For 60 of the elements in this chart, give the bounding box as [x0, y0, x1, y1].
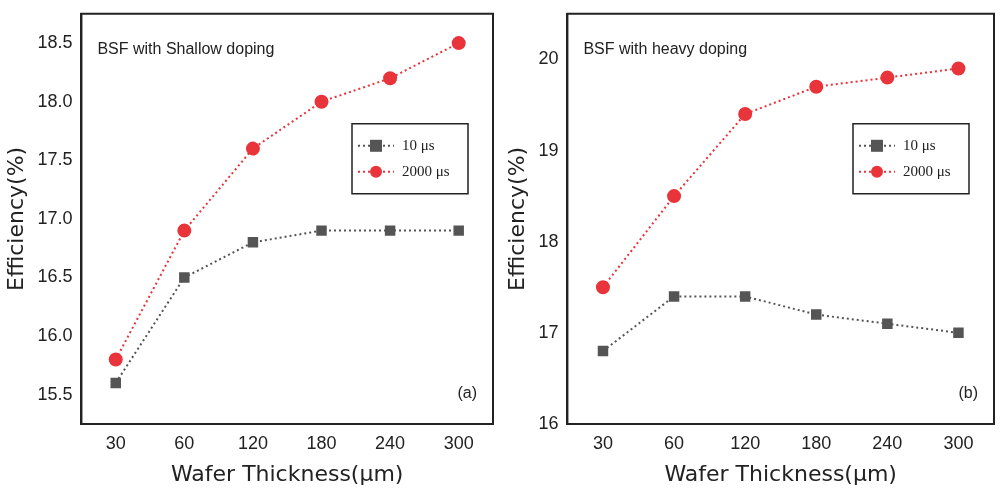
y-axis-title: Efficiency(%) — [503, 146, 529, 291]
y-tick-label: 16.0 — [37, 325, 73, 346]
point — [953, 327, 964, 339]
x-tick-label: 300 — [943, 432, 974, 453]
x-tick-label: 240 — [872, 432, 903, 453]
legend-label: 2000 μs — [903, 162, 951, 179]
x-tick-label: 240 — [375, 432, 406, 453]
y-tick-label: 19 — [538, 139, 559, 160]
y-tick-label: 16 — [538, 412, 559, 433]
x-tick-label: 120 — [237, 432, 268, 453]
point — [177, 223, 192, 238]
point — [451, 36, 466, 51]
point — [811, 309, 822, 320]
point — [668, 291, 680, 302]
point — [667, 189, 682, 204]
annotation: BSF with Shallow doping — [97, 40, 275, 58]
x-tick-label: 180 — [306, 432, 337, 453]
point — [247, 237, 259, 248]
point — [951, 61, 966, 76]
point — [453, 225, 464, 236]
point — [384, 225, 396, 236]
point — [809, 79, 824, 94]
y-tick-label: 17.0 — [37, 207, 73, 228]
point — [882, 318, 893, 329]
legend-label: 2000 μs — [402, 162, 450, 179]
point — [880, 70, 895, 85]
y-axis-title: Efficiency(%) — [2, 146, 28, 291]
x-tick-label: 300 — [443, 432, 474, 453]
point — [108, 352, 123, 367]
y-tick-label: 18.5 — [37, 32, 73, 53]
point — [316, 225, 327, 236]
y-tick-label: 17 — [538, 321, 559, 342]
x-tick-label: 30 — [592, 432, 613, 453]
point — [739, 291, 751, 302]
y-tick-label: 18 — [538, 230, 559, 251]
y-tick-label: 18.0 — [37, 90, 73, 111]
x-axis-title: Wafer Thickness(μm) — [664, 460, 897, 486]
point — [383, 71, 398, 86]
legend-label: 10 μs — [402, 136, 435, 153]
point — [595, 280, 610, 295]
y-tick-label: 15.5 — [37, 383, 73, 404]
y-tick-label: 16.5 — [37, 266, 73, 287]
annotation: (a) — [457, 384, 477, 402]
point — [110, 377, 121, 389]
point — [245, 141, 260, 156]
point — [738, 107, 753, 122]
x-tick-label: 60 — [174, 432, 195, 453]
annotation: (b) — [958, 384, 978, 402]
point — [179, 272, 190, 283]
x-tick-label: 180 — [801, 432, 832, 453]
annotation: BSF with heavy doping — [583, 40, 748, 58]
x-tick-label: 30 — [105, 432, 126, 453]
y-tick-label: 17.5 — [37, 149, 73, 170]
point — [314, 94, 329, 109]
x-tick-label: 60 — [664, 432, 685, 453]
y-tick-label: 20 — [538, 48, 559, 69]
x-axis-title: Wafer Thickness(μm) — [170, 460, 404, 486]
point — [597, 345, 609, 357]
x-tick-label: 120 — [730, 432, 761, 453]
legend-label: 10 μs — [903, 136, 936, 153]
